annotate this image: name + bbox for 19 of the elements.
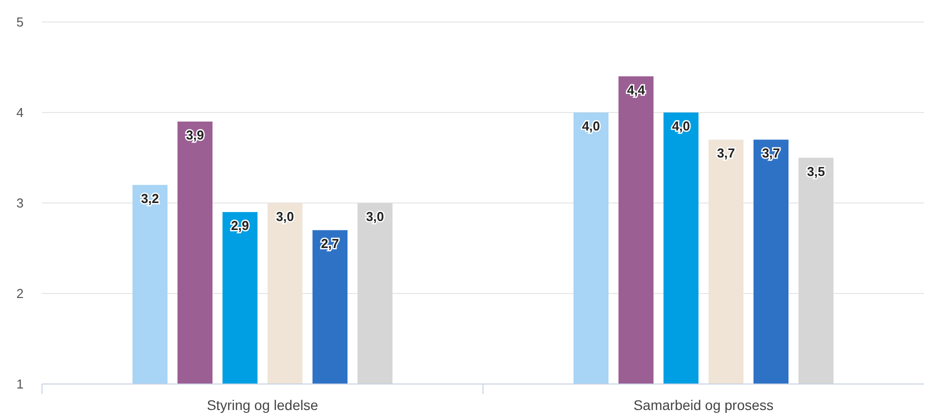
data-label: 3,9 <box>186 128 204 143</box>
data-label: 3,5 <box>806 164 826 179</box>
x-tick-label: Samarbeid og prosess <box>633 397 774 413</box>
data-label: 3,2 <box>140 190 160 206</box>
data-label: 4,0 <box>582 118 600 134</box>
y-tick-label: 3 <box>16 196 24 211</box>
data-label: 3,7 <box>716 146 736 161</box>
data-label: 3,7 <box>762 146 780 161</box>
y-tick-label: 4 <box>16 105 24 120</box>
y-tick-label: 5 <box>16 14 24 30</box>
data-label: 4,0 <box>672 118 690 134</box>
data-label: 2,7 <box>320 236 340 252</box>
data-label: 3,0 <box>366 209 384 224</box>
y-tick-label: 1 <box>16 376 24 392</box>
y-tick-label: 2 <box>16 286 24 302</box>
data-label: 4,4 <box>626 82 646 98</box>
data-label: 3,0 <box>276 209 294 224</box>
data-label: 2,9 <box>230 218 250 234</box>
x-tick-label: Styring og ledelse <box>206 397 318 413</box>
